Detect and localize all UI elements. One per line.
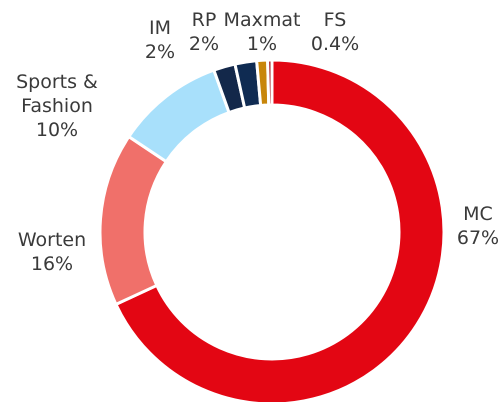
category-name: Maxmat [223, 9, 301, 31]
value-label: 16% [30, 253, 74, 275]
value-label: 2% [188, 33, 220, 55]
value-label: 10% [35, 119, 79, 141]
slice [266, 58, 274, 107]
category-name: Worten [17, 229, 87, 251]
slice-label: Sports & Fashion 10% [7, 70, 107, 142]
category-name: Sports & Fashion [16, 71, 98, 117]
slice-label: MC 67% [448, 202, 504, 250]
slice-label: Worten 16% [7, 228, 97, 276]
slice [126, 68, 231, 164]
slice-label: IM 2% [140, 16, 180, 64]
category-name: MC [463, 203, 493, 225]
value-label: 67% [456, 227, 500, 249]
category-name: FS [323, 9, 347, 31]
category-name: RP [191, 9, 217, 31]
slice-label: Maxmat 1% [217, 8, 307, 56]
slice-label: FS 0.4% [305, 8, 365, 56]
value-label: 0.4% [310, 33, 360, 55]
value-label: 1% [246, 33, 278, 55]
value-label: 2% [144, 41, 176, 63]
category-name: IM [149, 17, 171, 39]
slice [113, 58, 446, 402]
slice [98, 134, 169, 307]
slice-label: RP 2% [184, 8, 224, 56]
